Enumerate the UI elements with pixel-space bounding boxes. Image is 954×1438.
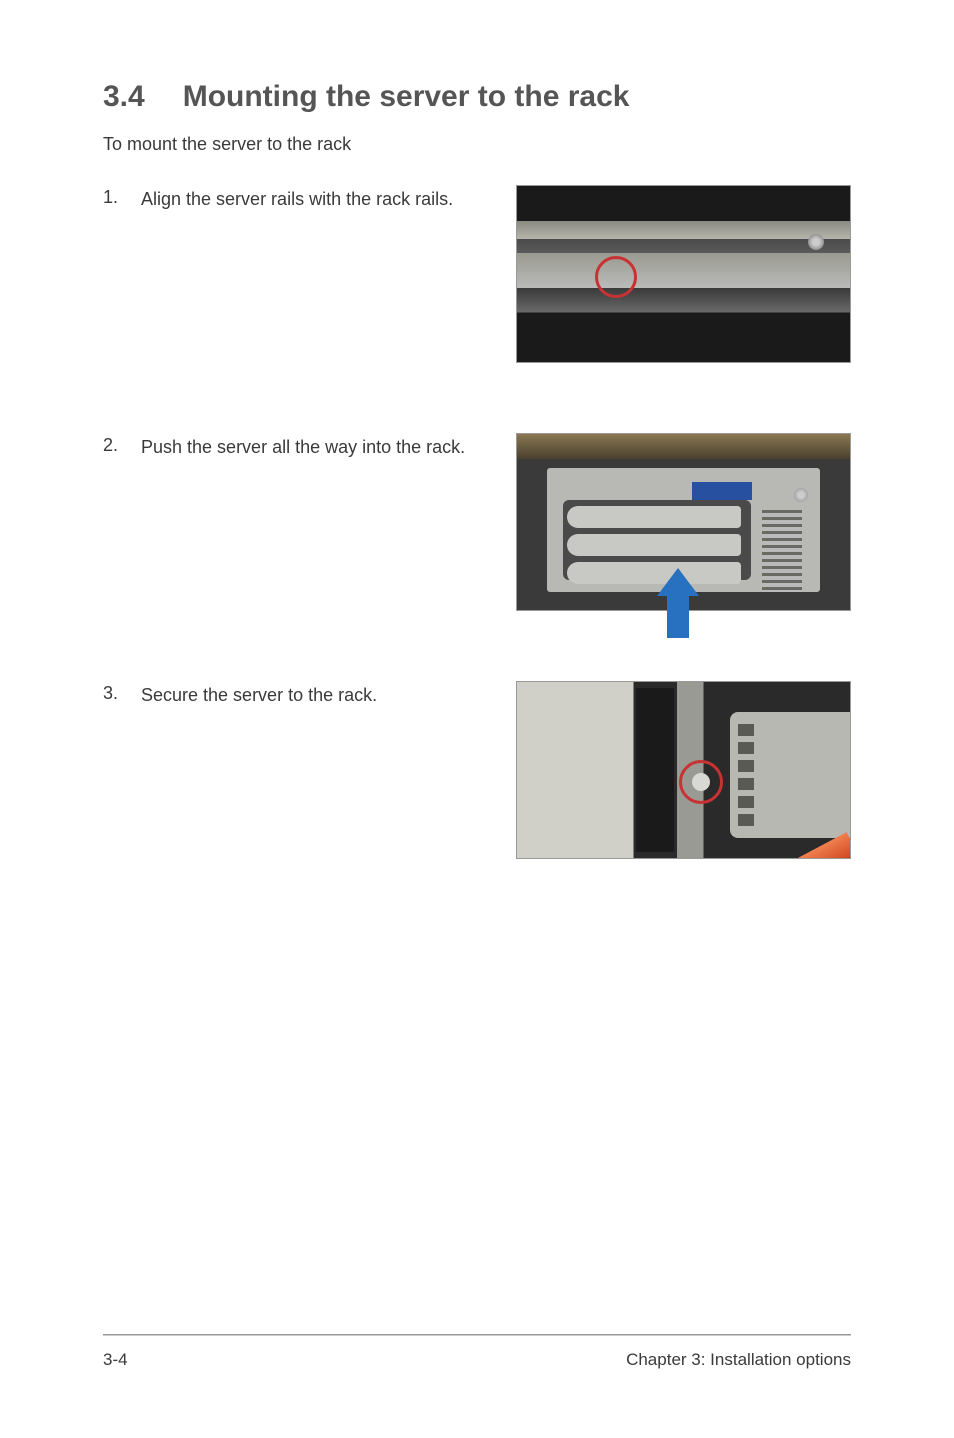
step-image-rail-alignment (516, 185, 851, 363)
drive-slot-icon (567, 506, 741, 528)
server-label-icon (692, 482, 752, 500)
highlight-circle-icon (679, 760, 723, 804)
step-text-column: 2. Push the server all the way into the … (103, 433, 516, 459)
step-text: Push the server all the way into the rac… (141, 435, 485, 459)
step-image-secure-server (516, 681, 851, 859)
step-number: 1. (103, 187, 141, 208)
rack-holes-icon (636, 688, 674, 852)
rack-top-icon (517, 434, 850, 459)
page-footer: 3-4 Chapter 3: Installation options (103, 1334, 851, 1370)
section-heading: 3.4 Mounting the server to the rack (103, 80, 851, 114)
step-text-column: 3. Secure the server to the rack. (103, 681, 516, 707)
panel-slots-icon (738, 724, 754, 826)
push-arrow-icon (657, 568, 699, 638)
step-row: 1. Align the server rails with the rack … (103, 185, 851, 363)
step-image-server-push (516, 433, 851, 611)
screw-icon (808, 234, 824, 250)
step-text: Secure the server to the rack. (141, 683, 397, 707)
page-number: 3-4 (103, 1350, 128, 1370)
chapter-label: Chapter 3: Installation options (626, 1350, 851, 1370)
step-text-column: 1. Align the server rails with the rack … (103, 185, 516, 211)
highlight-circle-icon (595, 256, 637, 298)
screw-head-icon (692, 773, 710, 791)
drive-slot-icon (567, 534, 741, 556)
drive-slot-icon (567, 562, 741, 584)
footer-text-row: 3-4 Chapter 3: Installation options (103, 1350, 851, 1370)
step-number: 2. (103, 435, 141, 456)
power-button-icon (794, 488, 808, 502)
step-text: Align the server rails with the rack rai… (141, 187, 473, 211)
section-number: 3.4 (103, 80, 145, 114)
arrow-body-icon (667, 594, 689, 638)
arrow-head-icon (657, 568, 699, 596)
vent-lines-icon (762, 510, 802, 592)
step-row: 2. Push the server all the way into the … (103, 433, 851, 611)
footer-divider (103, 1334, 851, 1336)
intro-text: To mount the server to the rack (103, 134, 851, 155)
server-panel-icon (730, 712, 850, 838)
step-row: 3. Secure the server to the rack. (103, 681, 851, 859)
step-number: 3. (103, 683, 141, 704)
section-title: Mounting the server to the rack (183, 80, 630, 114)
